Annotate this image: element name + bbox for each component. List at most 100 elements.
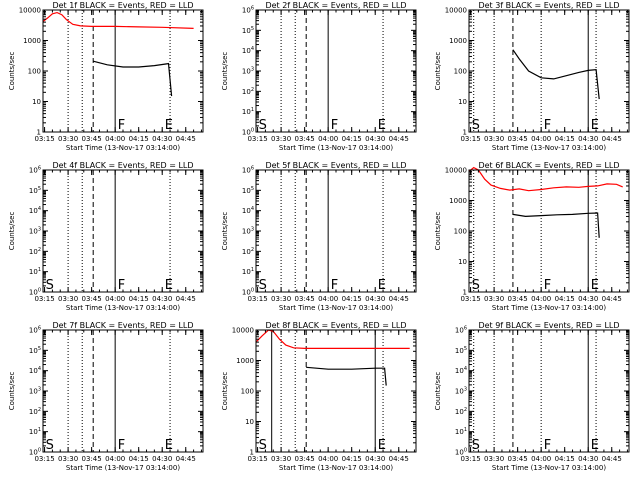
y-tick-label: 102	[29, 407, 41, 416]
y-tick-label: 10000	[232, 327, 254, 335]
marker-e: E	[378, 438, 386, 453]
x-tick-label: 03:45	[295, 135, 315, 143]
y-tick-label: 104	[242, 46, 254, 55]
panel-title: Det 4f BLACK = Events, RED = LLD	[52, 161, 193, 170]
x-tick-label: 03:30	[271, 455, 291, 463]
panel-det-2: Det 2f BLACK = Events, RED = LLD 100 101 10…	[221, 1, 417, 152]
x-tick-label: 04:30	[152, 135, 172, 143]
y-axis-title: Counts/sec	[221, 212, 229, 251]
marker-s: S	[472, 278, 480, 293]
panel-title: Det 3f BLACK = Events, RED = LLD	[478, 1, 619, 10]
y-tick-label: 103	[242, 67, 254, 76]
x-tick-label: 03:45	[82, 135, 102, 143]
x-tick-label: 04:30	[152, 455, 172, 463]
x-tick-label: 03:30	[271, 295, 291, 303]
x-tick-label: 03:45	[508, 135, 528, 143]
x-axis-title: Start Time (13-Nov-17 03:14:00)	[492, 144, 606, 152]
marker-s: S	[46, 278, 54, 293]
x-tick-label: 03:15	[34, 295, 54, 303]
x-tick-label: 04:00	[318, 455, 338, 463]
y-axis-title: Counts/sec	[8, 372, 16, 411]
y-tick-label: 105	[455, 346, 467, 355]
y-tick-label: 1000	[236, 357, 254, 365]
events-series	[306, 366, 387, 386]
y-tick-label: 100	[454, 228, 467, 236]
marker-e: E	[591, 438, 599, 453]
plot-frame	[42, 169, 204, 293]
y-tick-label: 10	[245, 418, 254, 426]
y-tick-label: 103	[29, 227, 41, 236]
marker-f: F	[544, 438, 551, 453]
x-tick-label: 04:15	[342, 295, 362, 303]
marker-f: F	[118, 278, 125, 293]
marker-e: E	[165, 438, 173, 453]
marker-s: S	[259, 278, 267, 293]
x-axis-title: Start Time (13-Nov-17 03:14:00)	[66, 144, 180, 152]
x-tick-label: 04:15	[129, 295, 149, 303]
x-tick-label: 04:45	[602, 295, 622, 303]
y-tick-label: 1000	[449, 37, 467, 45]
y-tick-label: 105	[29, 346, 41, 355]
x-tick-label: 04:00	[105, 135, 125, 143]
x-tick-label: 03:45	[508, 295, 528, 303]
events-series	[512, 212, 600, 238]
y-tick-label: 102	[242, 247, 254, 256]
y-axis-title: Counts/sec	[434, 372, 442, 411]
panel-det-5: Det 5f BLACK = Events, RED = LLD 100 101 10…	[221, 161, 417, 312]
x-tick-label: 04:00	[531, 295, 551, 303]
y-tick-label: 101	[242, 267, 254, 276]
x-tick-label: 03:30	[58, 295, 78, 303]
x-axis-title: Start Time (13-Nov-17 03:14:00)	[492, 464, 606, 472]
x-tick-label: 04:30	[578, 135, 598, 143]
y-axis-title: Counts/sec	[434, 212, 442, 251]
marker-f: F	[118, 118, 125, 133]
x-tick-label: 04:00	[318, 135, 338, 143]
x-tick-label: 04:00	[318, 295, 338, 303]
lld-series	[468, 166, 623, 192]
panel-title: Det 7f BLACK = Events, RED = LLD	[52, 321, 193, 330]
x-tick-label: 04:45	[176, 295, 196, 303]
y-tick-label: 1	[250, 449, 254, 457]
x-tick-label: 04:00	[531, 455, 551, 463]
x-tick-label: 04:45	[176, 135, 196, 143]
y-tick-label: 1	[463, 289, 467, 297]
x-tick-label: 03:15	[247, 455, 267, 463]
x-tick-label: 03:15	[247, 135, 267, 143]
marker-e: E	[378, 278, 386, 293]
y-axis-title: Counts/sec	[8, 52, 16, 91]
marker-s: S	[472, 438, 480, 453]
marker-f: F	[544, 278, 551, 293]
y-tick-label: 104	[242, 206, 254, 215]
x-tick-label: 04:45	[176, 455, 196, 463]
x-tick-label: 03:15	[247, 295, 267, 303]
y-tick-label: 101	[455, 427, 467, 436]
x-tick-label: 03:15	[34, 455, 54, 463]
plot-frame	[255, 9, 417, 133]
x-tick-label: 04:15	[555, 295, 575, 303]
x-tick-label: 04:30	[365, 295, 385, 303]
y-tick-label: 104	[29, 206, 41, 215]
marker-s: S	[472, 118, 480, 133]
x-tick-label: 04:30	[365, 135, 385, 143]
x-tick-label: 04:15	[129, 455, 149, 463]
events-series	[93, 60, 173, 97]
y-tick-label: 106	[242, 166, 254, 175]
y-tick-label: 100	[29, 448, 41, 457]
marker-f: F	[331, 118, 338, 133]
y-tick-label: 106	[242, 6, 254, 15]
plot-frame	[42, 329, 204, 453]
marker-f: F	[544, 118, 551, 133]
marker-s: S	[259, 118, 267, 133]
panel-title: Det 6f BLACK = Events, RED = LLD	[478, 161, 619, 170]
y-tick-label: 10	[458, 98, 467, 106]
y-tick-label: 102	[455, 407, 467, 416]
panel-title: Det 9f BLACK = Events, RED = LLD	[478, 321, 619, 330]
panel-det-1: Det 1f BLACK = Events, RED = LLD 1 10 100 10…	[8, 1, 204, 152]
y-tick-label: 106	[29, 166, 41, 175]
marker-e: E	[591, 118, 599, 133]
x-tick-label: 03:30	[484, 135, 504, 143]
y-tick-label: 1	[463, 129, 467, 137]
x-tick-label: 04:15	[555, 135, 575, 143]
y-tick-label: 103	[29, 387, 41, 396]
y-tick-label: 1	[37, 129, 41, 137]
